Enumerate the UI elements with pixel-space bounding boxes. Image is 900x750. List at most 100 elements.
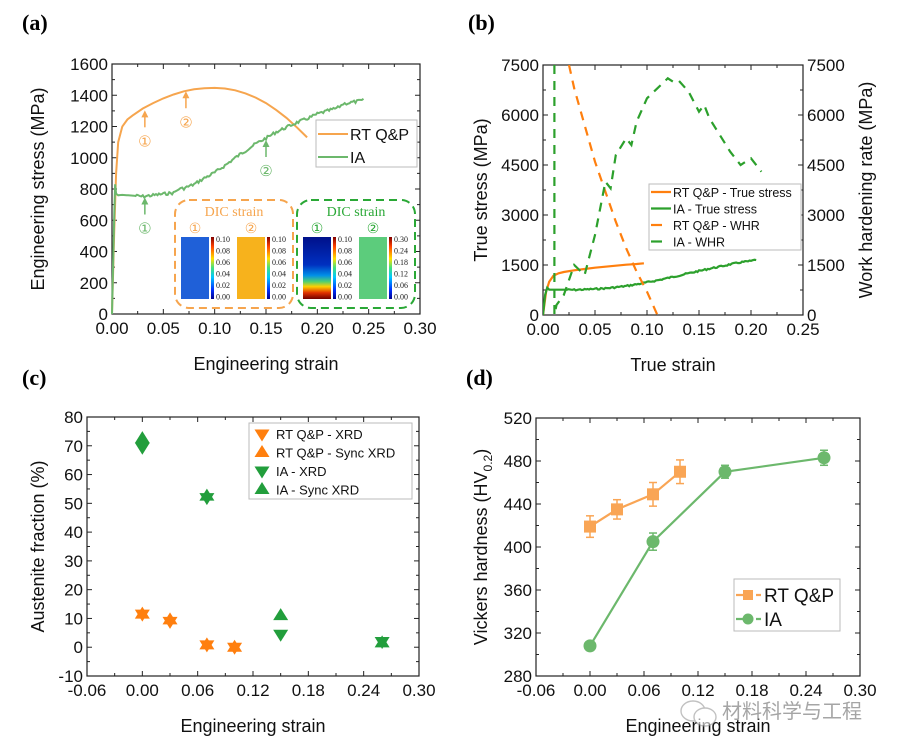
y-tick-label: 1600	[70, 55, 108, 74]
data-point-square	[674, 465, 686, 478]
panel-label-a: (a)	[22, 10, 48, 35]
legend-entry: IA	[764, 610, 782, 631]
x-tick-label: 0.12	[681, 681, 714, 700]
strain-map	[359, 237, 387, 299]
watermark: 材料科学与工程	[680, 699, 862, 727]
x-axis-label: Engineering strain	[625, 716, 770, 736]
x-tick-label: 0.15	[682, 320, 715, 339]
y-right-tick-label: 1500	[807, 256, 845, 275]
y-right-tick-label: 0	[807, 306, 816, 325]
annotation-label: ②	[179, 113, 192, 131]
x-tick-label: 0.15	[249, 319, 282, 338]
y-tick-label: 7500	[501, 56, 539, 75]
y-axis-label: True stress (MPa)	[471, 118, 491, 261]
x-tick-label: 0.00	[573, 681, 606, 700]
x-tick-label: 0.24	[347, 681, 380, 700]
annotation-label: ①	[138, 220, 151, 238]
annotation-arrow: ②	[179, 91, 193, 131]
x-tick-label: 0.25	[786, 320, 819, 339]
map-label: ②	[367, 221, 380, 237]
colorbar	[267, 237, 270, 299]
colorbar	[389, 237, 392, 299]
x-tick-label: -0.06	[68, 681, 107, 700]
annotation-arrow: ②	[259, 140, 273, 180]
legend-entry: RT Q&P - WHR	[673, 219, 760, 233]
x-tick-label: 0.30	[402, 681, 435, 700]
x-axis-label: Engineering strain	[180, 716, 325, 736]
y-tick-label: 60	[64, 466, 83, 485]
y-tick-label: 80	[64, 408, 83, 427]
annotation-label: ②	[259, 162, 272, 180]
y-tick-label: 400	[80, 243, 108, 262]
y-tick-label: 400	[504, 538, 532, 557]
colorbar-tick-label: 0.00	[216, 293, 230, 302]
y-axis-label-end: )	[471, 449, 491, 455]
y-tick-label: 6000	[501, 106, 539, 125]
y-right-tick-label: 7500	[807, 56, 845, 75]
legend-marker	[743, 590, 753, 600]
colorbar-tick-label: 0.08	[272, 247, 286, 256]
colorbar-tick-label: 0.00	[338, 293, 352, 302]
data-point-triangle-down	[273, 629, 289, 642]
inset-title: DIC strain	[205, 205, 264, 220]
strain-map	[237, 237, 265, 299]
arrow-head	[182, 91, 190, 99]
data-point-triangle-up	[162, 612, 178, 625]
legend-a: RT Q&P IA	[315, 119, 418, 168]
y-axis-label-subscript: 0.2	[481, 454, 495, 471]
colorbar-tick-label: 0.30	[394, 235, 408, 244]
colorbar-tick-label: 0.02	[338, 281, 352, 290]
y-axis-label-right: Work hardening rate (MPa)	[856, 82, 876, 299]
legend-entry: IA - True stress	[673, 203, 757, 217]
colorbar-tick-label: 0.06	[272, 258, 286, 267]
x-tick-label: 0.30	[843, 681, 876, 700]
y-tick-label: 0	[530, 306, 539, 325]
legend-entry: IA - XRD	[276, 464, 327, 479]
y-right-tick-label: 6000	[807, 106, 845, 125]
data-point-circle	[583, 639, 597, 653]
series-line	[553, 65, 763, 315]
y-tick-label: 20	[64, 581, 83, 600]
colorbar-tick-label: 0.08	[216, 247, 230, 256]
x-axis-label: True strain	[630, 355, 715, 375]
series-line	[589, 470, 681, 528]
x-tick-label: 0.20	[301, 319, 334, 338]
legend-b: RT Q&P - True stress IA - True stress RT Q…	[648, 183, 802, 251]
legend-entry: IA - Sync XRD	[276, 483, 359, 498]
x-tick-label: 0.00	[526, 320, 559, 339]
y-tick-label: 1200	[70, 118, 108, 137]
colorbar-tick-label: 0.06	[394, 281, 408, 290]
x-tick-label: 0.00	[95, 319, 128, 338]
y-tick-label: 320	[504, 624, 532, 643]
x-tick-label: 0.10	[198, 319, 231, 338]
y-tick-label: 4500	[501, 156, 539, 175]
colorbar-tick-label: 0.04	[338, 270, 352, 279]
map-label: ①	[311, 221, 324, 237]
data-point-circle	[817, 451, 831, 465]
colorbar-tick-label: 0.08	[338, 247, 352, 256]
data-point-square	[584, 520, 596, 533]
data-point-triangle-up	[227, 639, 243, 652]
data-point-triangle-up	[199, 637, 215, 650]
y-tick-label: 800	[80, 180, 108, 199]
plot-c: -0.06 0.00 0.06 0.12 0.18 0.24 0.30 -10 0 10 20 30 4…	[28, 408, 436, 736]
strain-map	[181, 237, 209, 299]
legend-entry: RT Q&P	[350, 127, 409, 144]
y-tick-label: -10	[58, 667, 83, 686]
series-line-rt-qp	[111, 86, 308, 315]
colorbar-tick-label: 0.18	[394, 258, 408, 267]
data-point-triangle-down	[134, 442, 150, 455]
colorbar	[333, 237, 336, 299]
panel-label-b: (b)	[468, 10, 495, 35]
x-tick-label: 0.18	[292, 681, 325, 700]
data-point-circle	[646, 535, 660, 549]
x-tick-label: 0.10	[630, 320, 663, 339]
y-axis-label: Engineering stress (MPa)	[28, 87, 48, 290]
legend-box	[648, 183, 802, 251]
legend-entry: RT Q&P	[764, 586, 834, 607]
legend-marker	[254, 429, 270, 442]
legend-box	[315, 119, 418, 168]
